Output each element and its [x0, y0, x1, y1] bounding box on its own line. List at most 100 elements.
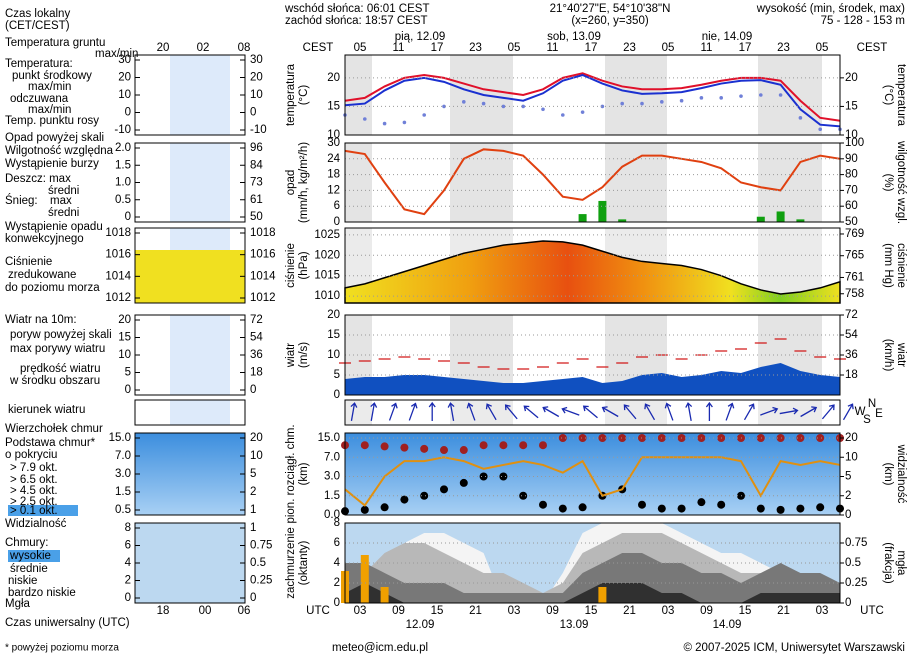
- tick-label: 70: [845, 184, 858, 196]
- cest-hour: 05: [816, 42, 829, 54]
- tick-label: 15: [327, 100, 340, 112]
- tick-label: 3.0: [324, 471, 340, 483]
- utc-hour: 21: [623, 605, 636, 617]
- wind-arrow: [428, 401, 436, 421]
- tick-label: 30: [327, 137, 340, 149]
- tick-label: 0.25: [845, 577, 867, 589]
- mini-tick-label: 1018: [105, 227, 131, 239]
- series-dot: [719, 96, 723, 100]
- legend-text: Opad powyżej skali: [5, 132, 104, 144]
- mini-tick-label: 0: [125, 211, 131, 223]
- legend-text: Temperatura gruntu: [5, 37, 105, 49]
- mini-frame: [134, 54, 246, 136]
- tick-label: 100: [845, 137, 864, 149]
- series-dot: [578, 434, 587, 442]
- mini-tick-label: 4: [125, 557, 132, 569]
- wind-arrow: [350, 402, 358, 421]
- legend-text: Czas uniwersalny (UTC): [5, 617, 130, 629]
- mini-tick-label: 1016: [105, 249, 131, 261]
- series-dot: [778, 93, 783, 97]
- tick-label: 1.5: [324, 490, 340, 502]
- utc-hour: 15: [739, 605, 752, 617]
- mini-hour: 08: [238, 42, 251, 54]
- y2-unit: (mm Hg): [882, 243, 894, 288]
- y-label: ciśnienie: [285, 243, 297, 288]
- series-line: [344, 148, 841, 216]
- panel-bg: [345, 433, 840, 515]
- series-dot: [380, 503, 389, 512]
- cest-hour: 11: [701, 42, 713, 54]
- utc-hour: 03: [354, 605, 367, 617]
- cest: CEST: [303, 42, 334, 54]
- utc-hour: 03: [508, 605, 521, 617]
- mini-tick-label: 20: [250, 432, 263, 444]
- series-dot: [558, 504, 567, 513]
- mini-tick-label: 30: [250, 54, 263, 66]
- tick-label: 1025: [314, 229, 340, 241]
- tick-label: 80: [845, 169, 858, 181]
- cest: CEST: [857, 42, 888, 54]
- series-dot: [420, 491, 429, 500]
- wind-arrow: [623, 404, 637, 420]
- series-dot: [776, 505, 785, 514]
- series-dot: [756, 434, 765, 442]
- y-unit: (mm/h, kg/m²/h): [298, 142, 310, 223]
- series-dot: [422, 113, 427, 117]
- mini-tick-label: 1014: [105, 270, 131, 282]
- legend-text: Deszcz: max: [5, 173, 71, 185]
- compass: N: [868, 398, 876, 410]
- y-label: wiatr: [285, 343, 297, 368]
- legend-text: Wystąpienie opadu: [5, 221, 103, 233]
- mini-tick-label: 0: [125, 107, 131, 119]
- wind-arrow: [504, 404, 518, 420]
- mini-tick-label: 1: [250, 522, 256, 534]
- series-dot: [400, 443, 409, 452]
- mini-tick-label: 1.5: [115, 486, 131, 498]
- mini-tick-label: 0: [125, 384, 131, 396]
- mini-tick-label: 0.5: [250, 557, 266, 569]
- mini-band: [170, 143, 230, 222]
- y-unit: (m/s): [298, 342, 310, 368]
- mini-tick-label: 0.25: [250, 575, 272, 587]
- mini-hour: 00: [199, 605, 212, 617]
- series-bar: [756, 216, 765, 222]
- mini-tick-label: 7.0: [115, 450, 131, 462]
- series-dot: [561, 113, 565, 117]
- series-dot: [618, 434, 627, 442]
- series-dot: [363, 117, 367, 121]
- mini-tick-label: 84: [250, 159, 263, 171]
- utc: UTC: [860, 605, 884, 617]
- night-band: [758, 143, 822, 222]
- day-bottom: 13.09: [560, 619, 589, 631]
- mini-tick-label: 2.0: [115, 142, 131, 154]
- series-area: [345, 553, 840, 603]
- y-label: temperatura: [285, 63, 297, 126]
- y-label: pion. rozciągł. chm.: [285, 424, 297, 523]
- legend-text: Wystąpienie burzy: [5, 158, 99, 170]
- mini-tick-label: 20: [118, 314, 131, 326]
- night-band: [605, 400, 667, 425]
- legend-text: max/min: [95, 48, 138, 60]
- series-dot: [796, 434, 805, 442]
- tick-label: 6: [334, 200, 340, 212]
- compass: W: [855, 406, 866, 418]
- tick-label: 0: [334, 597, 340, 609]
- series-dot: [620, 101, 624, 106]
- series-dot: [638, 500, 646, 509]
- mini-tick-label: 2: [125, 575, 131, 587]
- wind-arrow: [685, 402, 693, 421]
- night-band: [605, 55, 667, 135]
- utc-hour: 21: [777, 605, 790, 617]
- series-dot: [657, 504, 666, 513]
- mini-tick-label: 3.0: [115, 468, 131, 480]
- legend-text: odczuwana: [10, 93, 69, 105]
- cest-hour: 05: [508, 42, 521, 54]
- series-dot: [756, 504, 765, 513]
- tick-label: 0.0: [324, 509, 340, 521]
- tick-label: 758: [845, 288, 864, 300]
- series-dot: [521, 104, 525, 109]
- legend-text: Temp. punktu rosy: [5, 115, 99, 127]
- coords: 21°40'27"E, 54°10'38"N: [550, 3, 671, 15]
- legend-text: poryw powyżej skali: [10, 329, 112, 341]
- series-dot: [501, 104, 506, 109]
